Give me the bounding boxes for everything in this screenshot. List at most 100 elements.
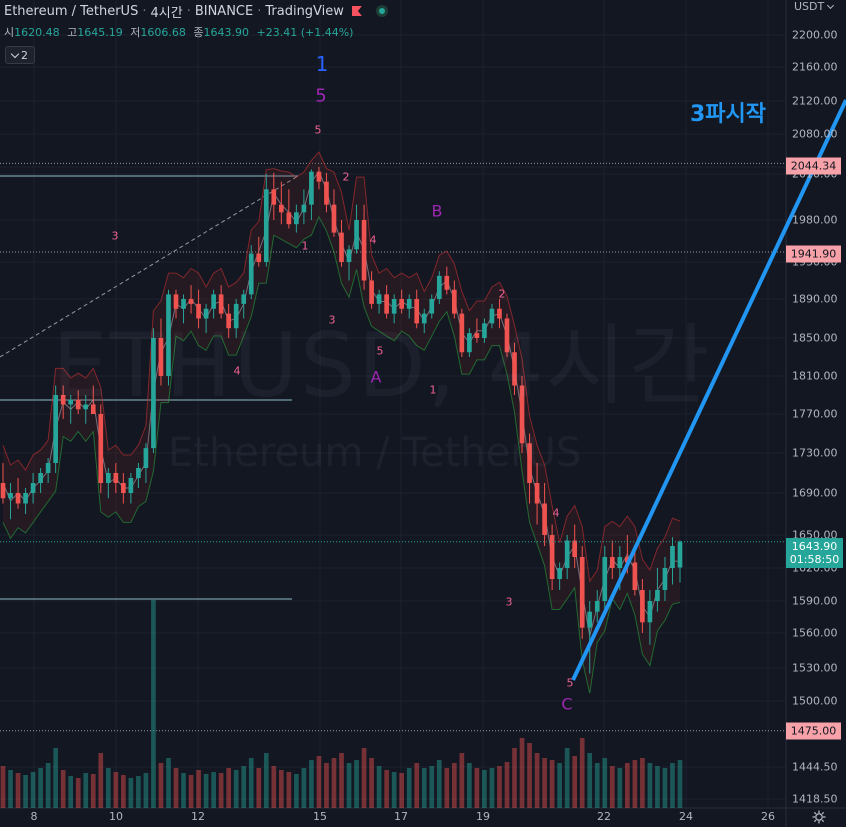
- volume-bar: [53, 748, 58, 808]
- candle-body: [38, 473, 43, 483]
- candle-body: [173, 294, 179, 309]
- price-tick-label: 2200.00: [792, 28, 838, 42]
- volume-bar: [196, 770, 201, 808]
- volume-bar: [587, 753, 593, 808]
- wave-label[interactable]: 5: [376, 344, 384, 358]
- volume-bar: [121, 775, 126, 808]
- wave-label[interactable]: 3: [505, 595, 513, 609]
- volume-bar: [655, 766, 660, 808]
- candle-body: [83, 404, 89, 410]
- wave-label[interactable]: 2: [498, 287, 506, 301]
- candle-body: [391, 299, 397, 314]
- interval-label[interactable]: 4시간: [150, 5, 183, 21]
- candle-body: [414, 299, 420, 324]
- open-label: 시: [4, 26, 15, 39]
- candle-body: [354, 220, 359, 250]
- candle-body: [316, 171, 322, 182]
- volume-bar: [294, 774, 299, 808]
- candle-body: [609, 557, 615, 568]
- wave-label[interactable]: 3: [328, 313, 336, 327]
- header-separator: ·: [257, 3, 262, 19]
- candle-body: [203, 308, 209, 319]
- volume-bar: [512, 748, 517, 808]
- band-fill: [3, 152, 680, 694]
- volume-bar: [625, 763, 630, 808]
- flag-icon[interactable]: [351, 6, 362, 16]
- wave-label[interactable]: 3: [111, 229, 119, 243]
- gear-icon[interactable]: [812, 810, 826, 824]
- wave-label[interactable]: B: [431, 201, 443, 221]
- wave-label[interactable]: 5: [315, 85, 327, 107]
- price-tick-label: 1530.00: [792, 661, 838, 675]
- price-tick-label: 2120.00: [792, 94, 838, 108]
- volume-bar: [376, 766, 382, 808]
- volume-bar: [519, 738, 525, 808]
- candle-body: [15, 493, 21, 504]
- wave-label[interactable]: A: [370, 367, 382, 387]
- volume-bar: [542, 758, 547, 808]
- wave-label[interactable]: 4: [233, 364, 241, 378]
- source-label: TradingView: [265, 3, 344, 19]
- wave-label[interactable]: 2: [342, 170, 350, 184]
- candle-body: [482, 323, 487, 338]
- volume-bar: [504, 762, 510, 808]
- time-tick-label: 15: [313, 810, 327, 823]
- annotation-text[interactable]: 3파시작: [690, 102, 767, 127]
- candle-body: [218, 294, 224, 314]
- wave-label[interactable]: 1: [315, 52, 329, 76]
- currency-selector[interactable]: USDT: [794, 0, 835, 13]
- candle-body: [369, 280, 374, 304]
- candle-body: [45, 463, 51, 473]
- wave-label[interactable]: C: [561, 694, 573, 714]
- volume-bar: [128, 778, 134, 808]
- change-value: +23.41 (+1.44%): [256, 26, 354, 39]
- price-level-badge: 1475.00: [786, 722, 841, 740]
- candle-body: [670, 546, 675, 568]
- candle-body: [602, 557, 608, 601]
- candle-body: [60, 395, 66, 405]
- open-value: 1620.48: [14, 26, 60, 39]
- candle-body: [68, 399, 74, 405]
- candle-body: [105, 473, 111, 483]
- price-tick-label: 1730.00: [792, 446, 838, 460]
- candle-body: [655, 590, 660, 601]
- volume-bar: [248, 758, 254, 808]
- wave-label[interactable]: 1: [429, 383, 437, 397]
- indicators-count: 2: [21, 48, 28, 62]
- wave-label[interactable]: 4: [552, 506, 560, 520]
- symbol-title[interactable]: Ethereum / TetherUS: [4, 3, 139, 19]
- time-tick-label: 10: [109, 810, 123, 823]
- candle-body: [436, 275, 442, 299]
- candle-body: [625, 557, 630, 563]
- volume-bar: [173, 768, 179, 808]
- price-tick-label: 2080.00: [792, 127, 838, 141]
- wave-label[interactable]: 5: [314, 123, 322, 137]
- volume-bar: [662, 768, 668, 808]
- price-tick-label: 2160.00: [792, 60, 838, 74]
- volume-bar: [256, 768, 262, 808]
- indicators-toggle-button[interactable]: 2: [5, 46, 35, 64]
- price-level-badge: 2044.34: [786, 157, 841, 175]
- candle-body: [527, 443, 532, 483]
- volume-bar: [286, 772, 292, 808]
- volume-bar: [158, 763, 164, 808]
- volume-bar: [579, 738, 585, 808]
- candle-body: [617, 557, 623, 568]
- candle-body: [594, 601, 600, 612]
- time-tick-label: 8: [30, 810, 38, 823]
- wave-label[interactable]: 1: [301, 239, 309, 253]
- candle-body: [549, 535, 555, 579]
- volume-bar: [241, 766, 247, 808]
- wave-label[interactable]: 5: [566, 676, 574, 690]
- volume-bar: [549, 760, 555, 808]
- volume-bar: [467, 763, 472, 808]
- candle-body: [166, 294, 171, 376]
- volume-bar: [113, 772, 119, 808]
- candle-body: [30, 483, 36, 493]
- volume-bar: [609, 766, 615, 808]
- time-tick-label: 24: [679, 810, 693, 823]
- volume-bar: [83, 773, 89, 808]
- wave-label[interactable]: 4: [369, 233, 377, 247]
